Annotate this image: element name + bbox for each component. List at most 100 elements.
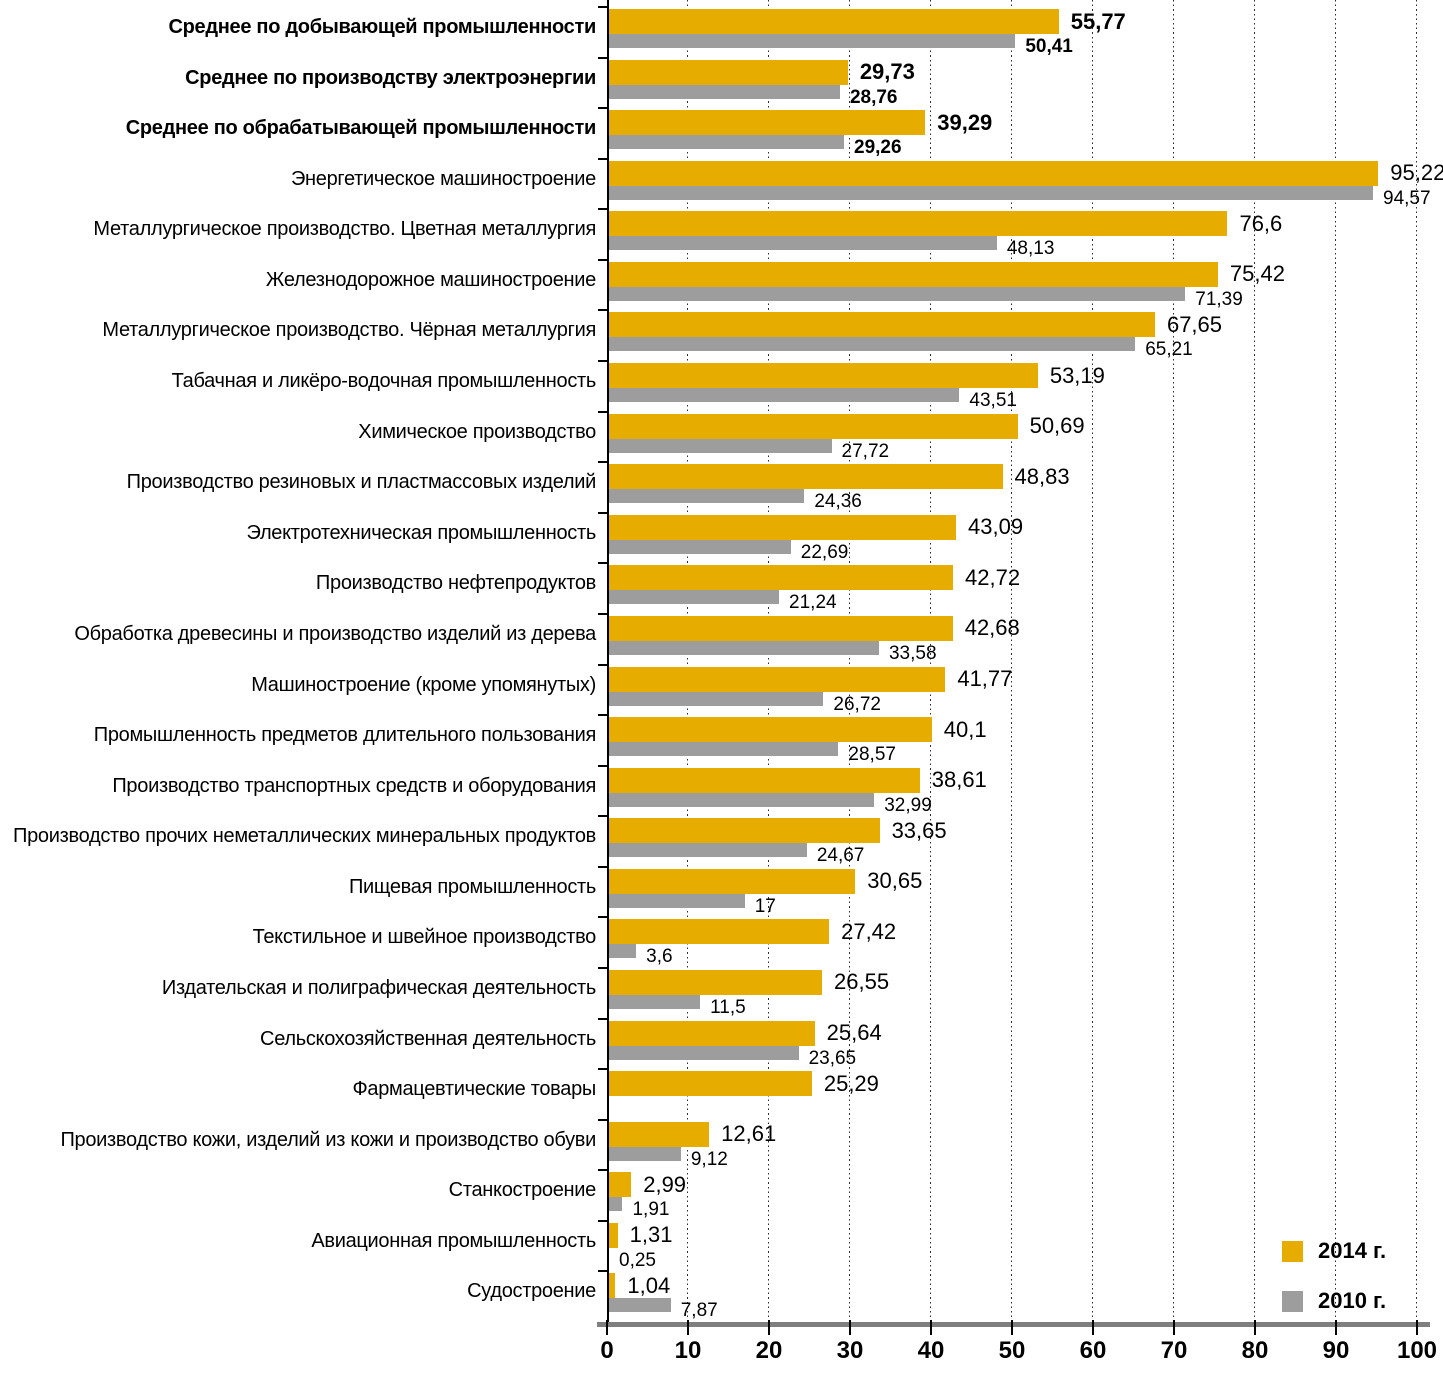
value-label-2010: 21,24	[789, 592, 837, 614]
bar-line-2010: 1,91	[607, 1197, 1417, 1220]
bar-2010	[607, 337, 1136, 352]
chart-row: Табачная и ликёро-водочная промышленност…	[0, 360, 1443, 412]
bar-2010	[607, 691, 824, 706]
value-label-2014: 1,31	[629, 1222, 673, 1248]
chart-row: Судостроение 1,04 7,87	[0, 1270, 1443, 1322]
chart-rows: Среднее по добывающей промышленности 55,7…	[0, 6, 1443, 1322]
bar-line-2010: 29,26	[607, 135, 1417, 158]
y-axis-tick	[598, 764, 607, 767]
row-plot: 1,31 0,25	[607, 1221, 1417, 1271]
y-axis-tick	[598, 714, 607, 717]
value-label-2014: 55,77	[1070, 8, 1126, 34]
bar-line-2010: 17	[607, 893, 1417, 917]
bar-2014	[607, 312, 1155, 338]
bar-line-2010: 28,76	[607, 84, 1417, 108]
bar-line-2010	[607, 1096, 1417, 1110]
bar-2010	[607, 34, 1016, 48]
bar-2014	[607, 1273, 616, 1299]
bar-line-2014: 95,22	[607, 160, 1443, 186]
y-axis-tick	[598, 258, 607, 261]
row-plot: 38,61 32,99	[607, 766, 1417, 816]
y-axis-tick	[598, 6, 607, 8]
value-label-2010: 11,5	[710, 996, 746, 1018]
bar-2010	[607, 438, 832, 453]
y-axis-tick	[598, 1068, 607, 1071]
bar-line-2014: 38,61	[607, 767, 1417, 793]
y-axis-tick	[598, 360, 607, 363]
category-label: Производство прочих неметаллических мине…	[13, 825, 596, 848]
chart-row: Среднее по производству электроэнергии 29…	[0, 56, 1443, 109]
bar-2014	[607, 717, 932, 743]
value-label-2010: 28,76	[849, 86, 898, 108]
bar-2010	[607, 388, 960, 403]
x-axis-tick-label-90: 90	[1322, 1337, 1350, 1364]
bar-line-2010: 21,24	[607, 590, 1417, 613]
category-label: Металлургическое производство. Чёрная ме…	[102, 319, 596, 342]
row-plot: 50,69 27,72	[607, 412, 1417, 462]
value-label-2014: 26,55	[834, 969, 890, 995]
bar-2014	[607, 211, 1228, 237]
y-axis-tick	[598, 1118, 607, 1121]
value-label-2010: 94,57	[1383, 187, 1431, 209]
bar-line-2010: 26,72	[607, 691, 1417, 715]
bar-line-2010: 24,36	[607, 489, 1417, 512]
category-label: Судостроение	[467, 1280, 596, 1303]
bar-line-2010: 11,5	[607, 994, 1417, 1018]
chart-row: Станкостроение 2,99 1,91	[0, 1169, 1443, 1221]
bar-line-2014: 25,64	[607, 1020, 1417, 1046]
value-label-2010: 48,13	[1006, 238, 1055, 260]
category-label: Производство нефтепродуктов	[315, 572, 596, 595]
category-label: Машиностроение (кроме упомянутых)	[251, 673, 596, 696]
value-label-2010: 9,12	[690, 1148, 728, 1170]
row-plot: 25,29	[607, 1069, 1417, 1110]
y-axis-tick	[598, 815, 607, 818]
value-label-2014: 95,22	[1390, 160, 1443, 186]
x-axis-tick-30	[849, 1320, 851, 1335]
value-label-2014: 30,65	[867, 868, 923, 894]
bar-line-2014: 30,65	[607, 868, 1417, 894]
bar-line-2014: 2,99	[607, 1172, 1417, 1198]
bar-2010	[607, 1298, 671, 1313]
bar-2010	[607, 944, 637, 959]
gridline-100	[1416, 0, 1417, 1322]
legend-swatch-2014	[1282, 1240, 1303, 1262]
x-axis-tick-label-80: 80	[1241, 1337, 1269, 1364]
chart-row: Производство кожи, изделий из кожи и про…	[0, 1118, 1443, 1171]
value-label-2010: 22,69	[800, 541, 849, 563]
value-label-2010: 50,41	[1025, 36, 1073, 57]
value-label-2010: 65,21	[1145, 339, 1193, 361]
bar-2014	[607, 1222, 618, 1248]
category-label: Промышленность предметов длительного пол…	[93, 724, 597, 747]
bar-line-2010: 28,57	[607, 742, 1417, 765]
row-plot: 48,83 24,36	[607, 462, 1417, 512]
chart-row: Текстильное и швейное производство 27,42 3…	[0, 916, 1443, 968]
value-label-2010: 1,91	[632, 1199, 670, 1221]
category-label: Химическое производство	[358, 420, 596, 443]
row-plot: 42,72 21,24	[607, 563, 1417, 613]
chart-row: Среднее по обрабатывающей промышленности…	[0, 107, 1443, 159]
gridline-90	[1335, 0, 1336, 1322]
gridline-50	[1011, 0, 1012, 1322]
chart-row: Промышленность предметов длительного пол…	[0, 714, 1443, 766]
bar-2010	[607, 286, 1186, 301]
chart-row: Производство транспортных средств и обор…	[0, 764, 1443, 817]
chart-row: Энергетическое машиностроение 95,22 94,57	[0, 157, 1443, 210]
x-axis-tick-70	[1173, 1320, 1175, 1335]
chart-row: Производство прочих неметаллических мине…	[0, 815, 1443, 867]
bar-line-2010: 71,39	[607, 286, 1417, 310]
bar-line-2014: 33,65	[607, 818, 1417, 844]
bar-2010	[607, 185, 1374, 200]
bar-2014	[607, 261, 1218, 287]
bar-line-2010: 7,87	[607, 1298, 1417, 1321]
row-plot: 43,09 22,69	[607, 513, 1417, 563]
chart-row: Авиационная промышленность 1,31 0,25	[0, 1219, 1443, 1272]
y-axis-tick	[598, 663, 607, 666]
bar-2014	[607, 9, 1059, 34]
bar-line-2014: 12,61	[607, 1121, 1417, 1147]
bar-2014	[607, 59, 848, 85]
value-label-2014: 75,42	[1229, 261, 1285, 287]
x-axis-tick-label-70: 70	[1160, 1337, 1188, 1364]
value-label-2010: 28,57	[848, 744, 896, 766]
chart-row: Производство резиновых и пластмассовых и…	[0, 461, 1443, 513]
